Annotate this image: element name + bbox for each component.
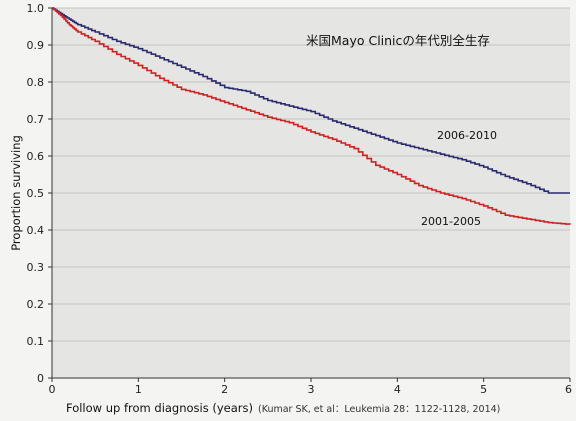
y-tick-label: 0.3: [27, 261, 45, 274]
series-label-2001-2005: 2001-2005: [421, 215, 481, 228]
y-tick-label: 0.5: [27, 187, 45, 200]
x-tick-label: 2: [221, 383, 228, 396]
y-tick-label: 0.4: [27, 224, 45, 237]
series-line-2006-2010: [52, 7, 570, 194]
y-tick-label: 0: [37, 372, 44, 385]
series-layer: [52, 7, 571, 225]
x-tick-label: 6: [565, 383, 572, 396]
grid: [52, 7, 570, 342]
x-tick-label: 5: [480, 383, 487, 396]
y-tick-label: 0.7: [27, 113, 45, 126]
series-line-2001-2005: [52, 7, 571, 225]
x-tick-label: 4: [394, 383, 401, 396]
y-axis-label: Proportion surviving: [9, 135, 23, 251]
x-tick-label: 3: [308, 383, 315, 396]
y-tick-label: 0.6: [27, 150, 45, 163]
x-tick-label: 0: [49, 383, 56, 396]
series-label-2006-2010: 2006-2010: [437, 129, 497, 142]
x-axis-label: Follow up from diagnosis (years): [66, 401, 253, 415]
y-tick-label: 0.2: [27, 298, 45, 311]
y-tick-label: 0.9: [27, 39, 45, 52]
chart-title: 米国Mayo Clinicの年代別全生存: [306, 33, 490, 48]
y-tick-label: 1.0: [27, 2, 45, 15]
y-tick-label: 0.1: [27, 335, 45, 348]
citation: (Kumar SK, et al：Leukemia 28：1122-1128, …: [258, 404, 500, 415]
y-ticks: 0 0.1 0.2 0.3 0.4 0.5 0.6 0.7 0.8 0.9 1.0: [27, 2, 52, 385]
x-ticks: 0 1 2 3 4 5 6: [49, 378, 572, 396]
y-tick-label: 0.8: [27, 76, 45, 89]
x-tick-label: 1: [135, 383, 142, 396]
